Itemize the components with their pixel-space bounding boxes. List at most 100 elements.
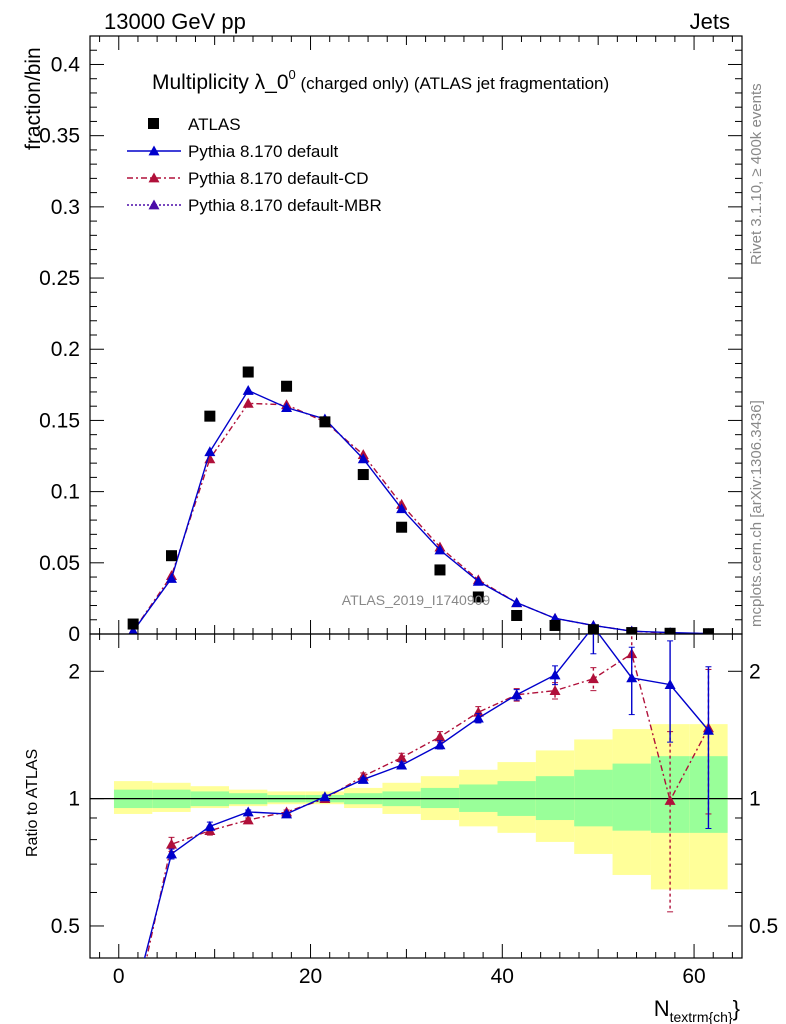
atlas-data-point (626, 627, 638, 634)
y-tick-label: 0.05 (39, 552, 80, 575)
default-ratio-point (434, 739, 446, 750)
default-ratio-point (242, 806, 254, 817)
default-cd-ratio-point (128, 1014, 139, 1024)
legend-marker (148, 145, 160, 156)
y-tick-label: 0.3 (51, 196, 80, 219)
default-ratio-point (396, 759, 408, 770)
x-tick-label: 20 (299, 965, 322, 988)
atlas-data-point (127, 618, 139, 630)
bottom-frame (89, 633, 743, 959)
atlas-data-point (511, 609, 523, 621)
default-point (242, 385, 254, 395)
atlas-data-point (166, 550, 177, 562)
legend-label: Pythia 8.170 default (188, 142, 339, 161)
default-cd-ratio-point (587, 673, 599, 684)
default-ratio-point (549, 669, 561, 680)
default-cd-ratio-point (396, 752, 408, 763)
default-point (281, 402, 293, 413)
default-ratio-point (281, 808, 293, 819)
default-cd-ratio-point (664, 794, 676, 805)
default-cd-ratio-point (242, 814, 254, 825)
y-tick-label: 0 (68, 623, 80, 646)
atlas-data-point (587, 624, 599, 634)
atlas-data-point (204, 410, 216, 422)
default-ratio-point (319, 791, 331, 802)
y-tick-label-right: 0.5 (749, 915, 778, 938)
x-tick-label: 60 (682, 965, 705, 988)
ratio-panel: 0 20 40 60 0.5 0.5 1 1 2 2 (51, 633, 778, 1024)
default-point (166, 572, 177, 583)
x-tick-label: 40 (491, 965, 514, 988)
atlas-data-point (434, 564, 446, 576)
x-axis-label: Ntextrm{ch}} (654, 996, 740, 1024)
y-tick-label: 2 (68, 660, 80, 683)
legend-marker (148, 172, 160, 183)
default-ratio-point (204, 820, 216, 831)
default-point (434, 544, 446, 555)
default-cd-ratio-point (434, 731, 446, 742)
atlas-data-point (357, 469, 369, 481)
legend-marker (148, 199, 160, 210)
default-point (511, 597, 523, 608)
default-point (204, 446, 216, 457)
header-left: 13000 GeV pp (104, 9, 246, 34)
analysis-watermark: ATLAS_2019_I1740909 (342, 592, 491, 608)
uncertainty-bands (113, 724, 728, 890)
atlas-data-point (396, 521, 408, 533)
legend-label: Pythia 8.170 default-MBR (188, 196, 382, 215)
atlas-data-point (664, 627, 676, 634)
default-point (396, 503, 408, 514)
default-ratio-point (166, 848, 177, 859)
legend: ATLAS Pythia 8.170 default Pythia 8.170 de… (127, 115, 382, 215)
y-tick-label-right: 2 (749, 660, 761, 683)
default-point (472, 575, 484, 586)
y-tick-label: 1 (68, 788, 80, 811)
default-ratio-point (472, 712, 484, 723)
y-tick-label: 0.1 (51, 481, 80, 504)
default-ratio-point (664, 679, 676, 690)
default-cd-ratio-point (166, 838, 177, 849)
legend-atlas-marker (148, 118, 159, 129)
default-line (132, 389, 709, 634)
atlas-data-point (702, 628, 714, 634)
default-point (357, 453, 369, 464)
y-tick-label: 0.4 (51, 53, 81, 76)
default-ratio-point (128, 997, 139, 1007)
atlas-data-point (319, 416, 331, 428)
default-ratio-point (626, 672, 638, 683)
rivet-note: Rivet 3.1.10, ≥ 400k events (748, 83, 765, 265)
default-cd-ratio-line (145, 652, 710, 958)
x-tick-label: 0 (113, 965, 125, 988)
y-tick-label: 0.35 (39, 125, 80, 148)
default-ratio-point (511, 689, 523, 700)
y-tick-label: 0.2 (51, 338, 80, 361)
chart-title: Multiplicity λ_00 (charged only) (ATLAS … (152, 67, 609, 94)
atlas-data-point (549, 619, 561, 631)
default-ratio-point (702, 724, 714, 735)
mcplots-note: mcplots.cern.ch [arXiv:1306.3436] (748, 400, 765, 627)
ratio-series (128, 634, 714, 1024)
y-axis-label-top: fraction/bin (22, 47, 45, 150)
default-ratio-line (143, 634, 709, 958)
default-point (128, 625, 138, 634)
y-tick-label-right: 1 (749, 788, 761, 811)
y-tick-label: 0.15 (39, 409, 80, 432)
top-series (127, 366, 714, 634)
inner-band-bin (612, 763, 651, 831)
default-cd-point (242, 397, 254, 408)
y-tick-label: 0.5 (51, 915, 80, 938)
legend-label: Pythia 8.170 default-CD (188, 169, 369, 188)
atlas-data-point (281, 380, 293, 392)
inner-band-bin (420, 787, 460, 809)
atlas-data-point (472, 591, 484, 603)
y-axis-label-bottom: Ratio to ATLAS (24, 749, 41, 857)
default-cd-ratio-point (549, 685, 561, 696)
default-ratio-point (357, 773, 369, 784)
header-right: Jets (690, 9, 730, 34)
legend-label: ATLAS (188, 115, 241, 134)
main-panel: 0 0.05 0.1 0.15 0.2 0.25 0.3 0.35 0.4 (39, 35, 743, 646)
y-tick-label: 0.25 (39, 267, 80, 290)
atlas-data-point (242, 366, 254, 378)
default-cd-ratio-point (472, 706, 484, 717)
